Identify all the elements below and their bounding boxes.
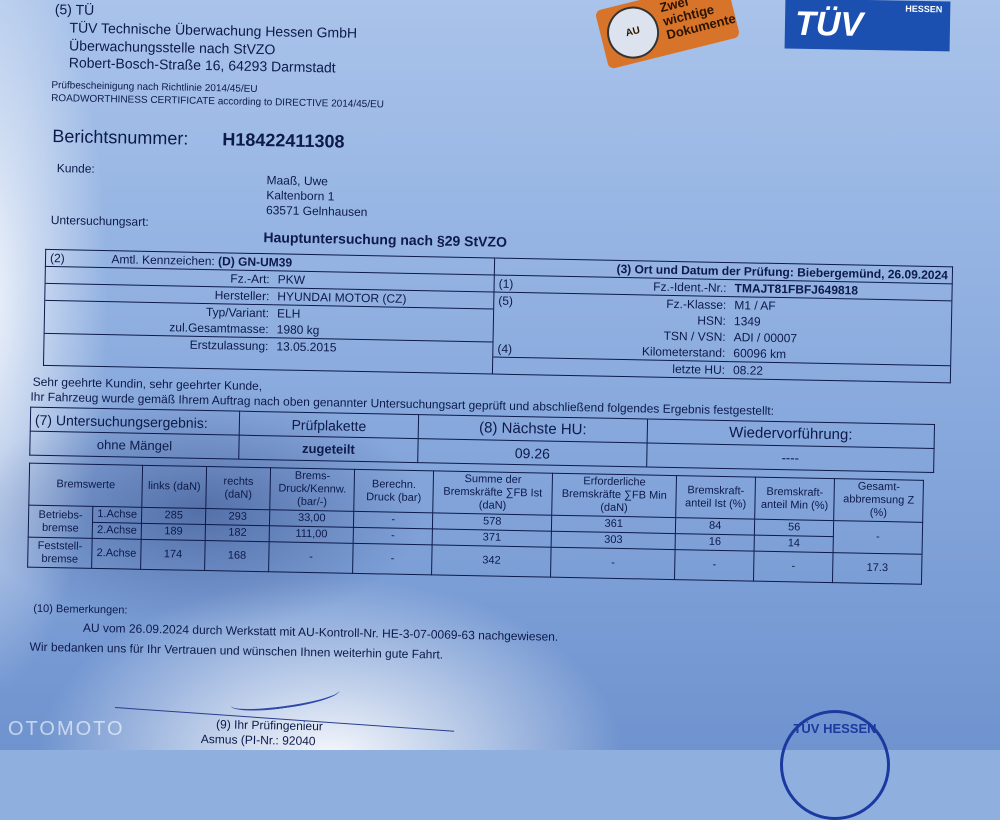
document-background: [0, 0, 1000, 750]
tuv-logo: TÜV HESSEN: [784, 0, 951, 52]
exam-type: Hauptuntersuchung nach §29 StVZO: [263, 229, 508, 250]
customer-city: 63571 Gelnhausen: [265, 203, 368, 220]
last-hu: 08.22: [732, 363, 764, 378]
brake-table: Bremswerte links (daN) rechts (daN) Brem…: [27, 463, 924, 585]
total-braking-z: 17.3: [832, 552, 923, 585]
remarks-text: AU vom 26.09.2024 durch Werkstatt mit AU…: [82, 620, 559, 644]
engineer-name: Asmus (PI-Nr.: 92040: [200, 731, 316, 749]
au-seal-icon: AU: [601, 1, 665, 65]
shadow: [0, 380, 560, 710]
watermark: OTOMOTO: [8, 718, 125, 740]
revisit-value: ----: [646, 443, 935, 473]
result-value: ohne Mängel: [29, 431, 240, 460]
report-number-label: Berichtsnummer:: [52, 126, 189, 149]
exam-type-label: Untersuchungsart:: [50, 213, 149, 229]
vehicle-left: Fz.-Art: PKW Hersteller: HYUNDAI MOTOR (CZ…: [44, 266, 494, 359]
tuv-stamp: TÜV HESSEN: [780, 710, 890, 820]
plakette-value: zugeteilt: [238, 435, 419, 463]
certificate-document: (5) TÜ TÜV Technische Überwachung Hessen…: [27, 1, 953, 749]
company-address: Robert-Bosch-Straße 16, 64293 Darmstadt: [68, 54, 336, 76]
thanks-text: Wir bedanken uns für Ihr Vertrauen und w…: [29, 639, 444, 662]
result-table: (7) Untersuchungsergebnis: Prüfplakette …: [29, 407, 935, 473]
prefix: (5) TÜ: [54, 1, 95, 18]
customer-street: Kaltenborn 1: [266, 188, 335, 204]
first-registration: 13.05.2015: [276, 339, 337, 355]
license-plate: (D) GN-UM39: [217, 254, 293, 270]
certificate-title-en: ROADWORTHINESS CERTIFICATE according to …: [51, 93, 385, 111]
customer-name: Maaß, Uwe: [266, 173, 329, 189]
next-hu-value: 09.26: [417, 438, 648, 468]
customer-label: Kunde:: [56, 161, 95, 176]
remarks-label: (10) Bemerkungen:: [33, 602, 128, 617]
report-number: H18422411308: [222, 129, 345, 152]
vehicle-right: (1) Fz.-Ident.-Nr.: TMAJT81FBFJ649818 (5) F…: [493, 275, 952, 383]
vehicle-table: (2) Amtl. Kennzeichen: (D) GN-UM39 (3) O…: [43, 249, 953, 383]
